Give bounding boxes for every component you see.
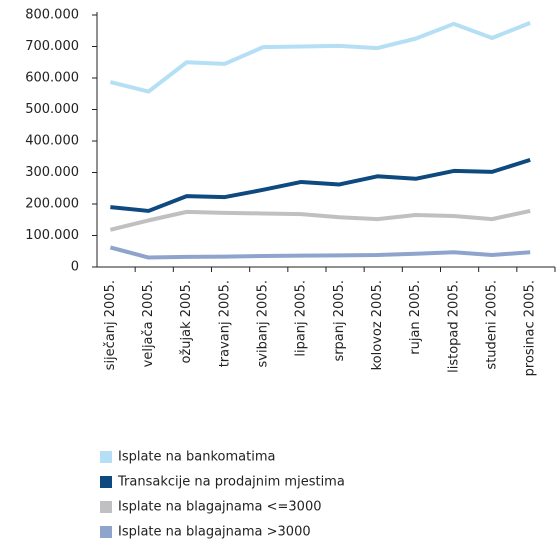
y-tick-label: 600.000 [25, 71, 79, 86]
legend-swatch [100, 526, 112, 538]
x-tick-label: srpanj 2005. [332, 280, 347, 362]
x-tick-label: svibanj 2005. [256, 280, 271, 368]
x-tick-label: listopad 2005. [446, 280, 461, 373]
series-line [109, 208, 531, 232]
series-line [109, 245, 531, 260]
y-tick-label: 400.000 [25, 134, 79, 149]
y-tick-label: 800.000 [25, 8, 79, 23]
y-tick-label: 500.000 [25, 102, 79, 117]
y-tick-label: 100.000 [25, 228, 79, 243]
series-line [109, 21, 531, 94]
legend-label: Isplate na blagajnama <=3000 [118, 500, 322, 515]
x-tick-label: kolovoz 2005. [370, 280, 385, 370]
legend-swatch [100, 476, 112, 488]
x-tick-label: rujan 2005. [408, 280, 423, 355]
x-tick-label: veljača 2005. [141, 280, 156, 367]
y-tick-label: 300.000 [25, 165, 79, 180]
x-tick-label: siječanj 2005. [103, 280, 118, 370]
legend-swatch [100, 451, 112, 463]
series-line [110, 157, 531, 213]
legend-label: Isplate na bankomatima [118, 450, 275, 465]
legend-swatch [100, 501, 112, 513]
x-tick-label: ožujak 2005. [179, 280, 194, 363]
legend-label: Isplate na blagajnama >3000 [118, 525, 311, 540]
y-tick-label: 700.000 [25, 39, 79, 54]
x-tick-label: lipanj 2005. [294, 280, 309, 357]
y-tick-label: 0 [71, 260, 79, 275]
legend-label: Transakcije na prodajnim mjestima [117, 475, 345, 490]
y-tick-label: 200.000 [25, 197, 79, 212]
x-tick-label: travanj 2005. [217, 280, 232, 367]
x-tick-label: prosinac 2005. [523, 280, 538, 376]
x-tick-label: studeni 2005. [485, 280, 500, 370]
